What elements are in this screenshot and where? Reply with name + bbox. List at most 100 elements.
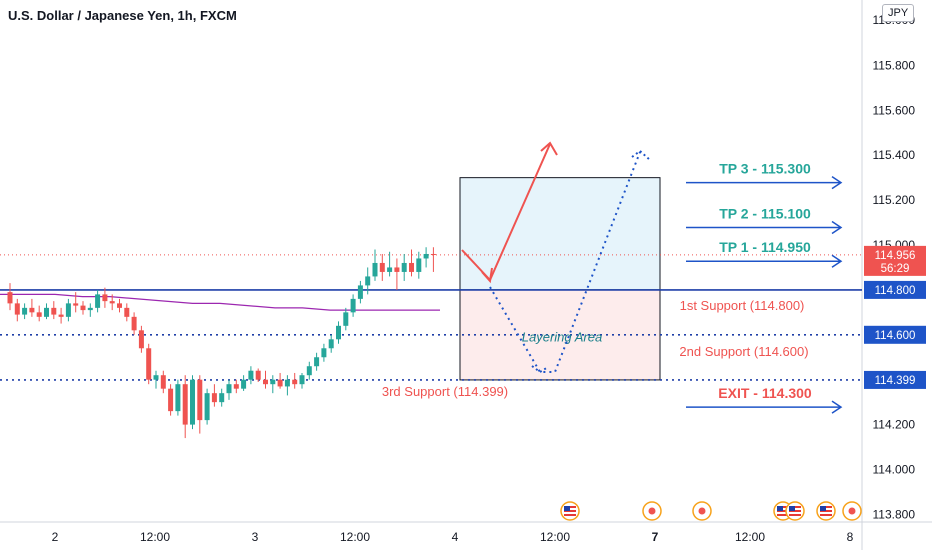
arrow-head-icon [531, 365, 549, 374]
candle-body [241, 379, 247, 389]
candle-body [211, 393, 217, 403]
candle-body [314, 357, 320, 367]
time-tick-label: 8 [847, 530, 854, 544]
candle-body [219, 393, 225, 403]
flag-stripe [777, 512, 789, 514]
candle-body [255, 370, 261, 380]
candle-body [95, 294, 101, 308]
candle-body [160, 375, 166, 389]
candle-body [277, 379, 283, 387]
candle-body [29, 307, 35, 313]
flag-canton [564, 506, 570, 511]
candle-body [73, 303, 79, 306]
candle-body [182, 384, 188, 425]
support-label-2: 2nd Support (114.600) [679, 344, 808, 359]
flag-stripe [564, 512, 576, 514]
price-tick-label: 113.800 [873, 507, 916, 521]
price-tick-label: 115.200 [873, 193, 916, 207]
last-price-label: 114.956 [875, 250, 916, 262]
candle-body [343, 312, 349, 326]
candle-body [357, 285, 363, 299]
candle-body [299, 375, 305, 385]
price-tick-label: 115.600 [873, 103, 916, 117]
candle-body [263, 379, 268, 385]
candle-body [36, 312, 42, 317]
candle-body [321, 348, 327, 358]
candle-body [328, 339, 334, 349]
candle-body [372, 262, 378, 277]
last-price-tag [864, 245, 926, 276]
flag-canton [777, 506, 783, 511]
price-level-tag-label: 114.800 [875, 285, 916, 297]
candle-body [350, 298, 356, 313]
event-dot [698, 507, 706, 515]
candle-body [248, 370, 254, 380]
candle-body [365, 276, 371, 286]
event-dot [648, 507, 656, 515]
candle-body [44, 307, 49, 317]
candle-body [117, 303, 122, 308]
candle-body [102, 294, 108, 302]
candle-body [204, 393, 210, 421]
arrow-head-icon [631, 149, 651, 161]
time-tick-label: 3 [252, 530, 259, 544]
price-level-tag [864, 370, 926, 389]
candle-body [51, 307, 57, 315]
flag-stripe [789, 512, 801, 514]
target-arrow-head [831, 400, 843, 414]
target-label: EXIT - 114.300 [718, 385, 812, 401]
candle-body [416, 258, 422, 272]
arrow-head-icon [481, 267, 493, 284]
candle-body [306, 366, 312, 376]
candle-body [131, 316, 137, 331]
candle-body [138, 330, 144, 349]
candle-body [226, 384, 232, 394]
price-tick-label: 115.800 [873, 58, 916, 72]
candle-body [168, 388, 174, 412]
target-arrow-head [831, 254, 843, 268]
price-tick-label: 115.400 [873, 148, 916, 162]
support-label-3: 3rd Support (114.399) [382, 384, 508, 399]
target-label: TP 1 - 114.950 [719, 239, 811, 255]
candle-body [87, 307, 93, 311]
flag-canton [820, 506, 826, 511]
countdown-label: 56:29 [881, 263, 910, 275]
candle-body [109, 301, 115, 304]
candle-body [292, 379, 298, 385]
event-dot [848, 507, 856, 515]
candle-body [379, 262, 385, 272]
candle-body [409, 262, 414, 272]
flag-stripe [820, 512, 832, 514]
target-label: TP 2 - 115.100 [719, 206, 811, 222]
candle-body [336, 325, 341, 340]
arrow-head-icon [540, 141, 558, 156]
candle-body [387, 267, 393, 272]
layering-area-label: Layering Area [522, 330, 602, 345]
support-label-1: 1st Support (114.800) [680, 298, 805, 313]
candle-body [430, 253, 436, 255]
chart-title: U.S. Dollar / Japanese Yen, 1h, FXCM [8, 8, 237, 23]
candle-body [153, 375, 159, 380]
currency-button[interactable]: JPY [882, 4, 915, 22]
target-label: TP 3 - 115.300 [719, 161, 811, 177]
flag-canton [789, 506, 795, 511]
time-tick-label: 7 [652, 530, 659, 544]
candle-body [22, 307, 28, 315]
price-level-tag [864, 325, 926, 344]
price-tick-label: 114.200 [873, 418, 916, 432]
target-arrow-head [831, 176, 843, 190]
candle-body [197, 379, 203, 421]
candle-body [175, 384, 181, 412]
candle-body [284, 379, 290, 387]
layering-scenario-arrow [489, 151, 641, 373]
candle-body [7, 292, 13, 304]
time-tick-label: 12:00 [340, 530, 370, 544]
candle-body [401, 262, 407, 272]
candle-body [14, 303, 20, 315]
moving-average-line [0, 293, 440, 311]
candle-body [423, 253, 429, 259]
price-level-tag [864, 280, 926, 299]
candle-body [146, 348, 152, 380]
